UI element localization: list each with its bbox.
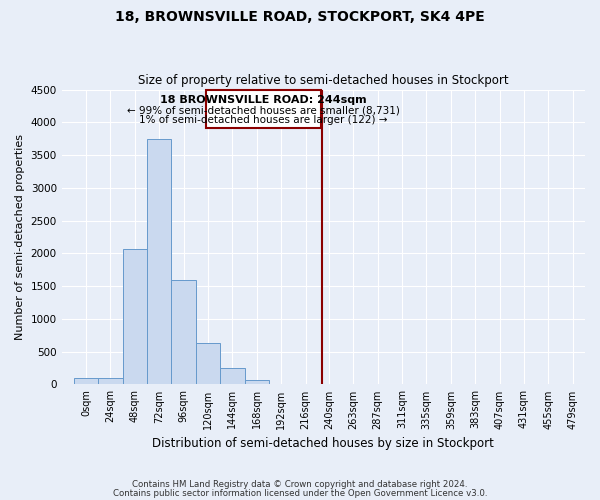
Bar: [245, 380, 269, 384]
Y-axis label: Number of semi-detached properties: Number of semi-detached properties: [15, 134, 25, 340]
Bar: [122, 250, 147, 384]
Bar: [98, 378, 122, 384]
X-axis label: Distribution of semi-detached houses by size in Stockport: Distribution of semi-detached houses by …: [152, 437, 494, 450]
Text: 1% of semi-detached houses are larger (122) →: 1% of semi-detached houses are larger (1…: [139, 115, 388, 125]
Text: 18 BROWNSVILLE ROAD: 244sqm: 18 BROWNSVILLE ROAD: 244sqm: [160, 95, 367, 105]
Bar: [220, 368, 245, 384]
Text: Contains public sector information licensed under the Open Government Licence v3: Contains public sector information licen…: [113, 488, 487, 498]
Bar: [196, 343, 220, 384]
Bar: [147, 138, 172, 384]
FancyBboxPatch shape: [206, 90, 321, 128]
Bar: [74, 378, 98, 384]
Text: 18, BROWNSVILLE ROAD, STOCKPORT, SK4 4PE: 18, BROWNSVILLE ROAD, STOCKPORT, SK4 4PE: [115, 10, 485, 24]
Title: Size of property relative to semi-detached houses in Stockport: Size of property relative to semi-detach…: [138, 74, 509, 87]
Bar: [172, 280, 196, 384]
Text: Contains HM Land Registry data © Crown copyright and database right 2024.: Contains HM Land Registry data © Crown c…: [132, 480, 468, 489]
Text: ← 99% of semi-detached houses are smaller (8,731): ← 99% of semi-detached houses are smalle…: [127, 106, 400, 116]
